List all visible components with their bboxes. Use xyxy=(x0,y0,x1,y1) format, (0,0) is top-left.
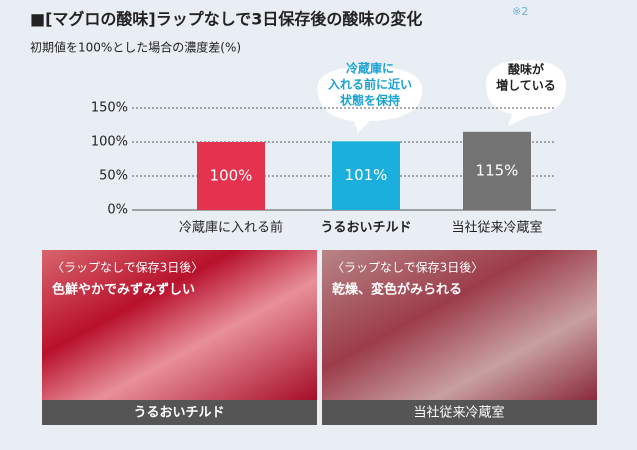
callout-text: 冷蔵庫に xyxy=(346,61,394,76)
x-tick-label: うるおいチルド xyxy=(320,221,411,236)
callout-text: 増している xyxy=(496,78,556,93)
y-tick-label: 150% xyxy=(91,101,128,116)
chart-title: ■[マグロの酸味]ラップなしで3日保存後の酸味の変化 xyxy=(30,10,422,29)
data-label: 101% xyxy=(345,166,388,184)
page: ■[マグロの酸味]ラップなしで3日保存後の酸味の変化 ※2 初期値を100%とし… xyxy=(0,0,637,450)
photo-caption: 〈ラップなしで保存3日後〉 xyxy=(52,261,203,275)
data-label: 115% xyxy=(476,161,519,179)
y-tick-label: 0% xyxy=(107,203,128,218)
photo-label: 当社従来冷蔵室 xyxy=(413,405,504,421)
x-tick-label: 冷蔵庫に入れる前 xyxy=(179,220,283,236)
y-tick-label: 100% xyxy=(91,135,128,150)
subtitle: 初期値を100%とした場合の濃度差(%) xyxy=(30,40,241,55)
callout-text: 状態を保持 xyxy=(340,93,400,108)
photo-label: うるおいチルド xyxy=(133,406,224,421)
callout-text: 酸味が xyxy=(508,62,544,77)
data-label: 100% xyxy=(210,167,253,185)
title-note: ※2 xyxy=(512,5,528,18)
x-tick-label: 当社従来冷蔵室 xyxy=(451,220,542,236)
callout-text: 入れる前に近い xyxy=(328,77,412,92)
photo-caption: 〈ラップなしで保存3日後〉 xyxy=(332,261,483,275)
y-tick-label: 50% xyxy=(99,169,128,184)
photo-description: 乾燥、変色がみられる xyxy=(332,282,462,298)
photo-description: 色鮮やかでみずみずしい xyxy=(52,282,195,298)
